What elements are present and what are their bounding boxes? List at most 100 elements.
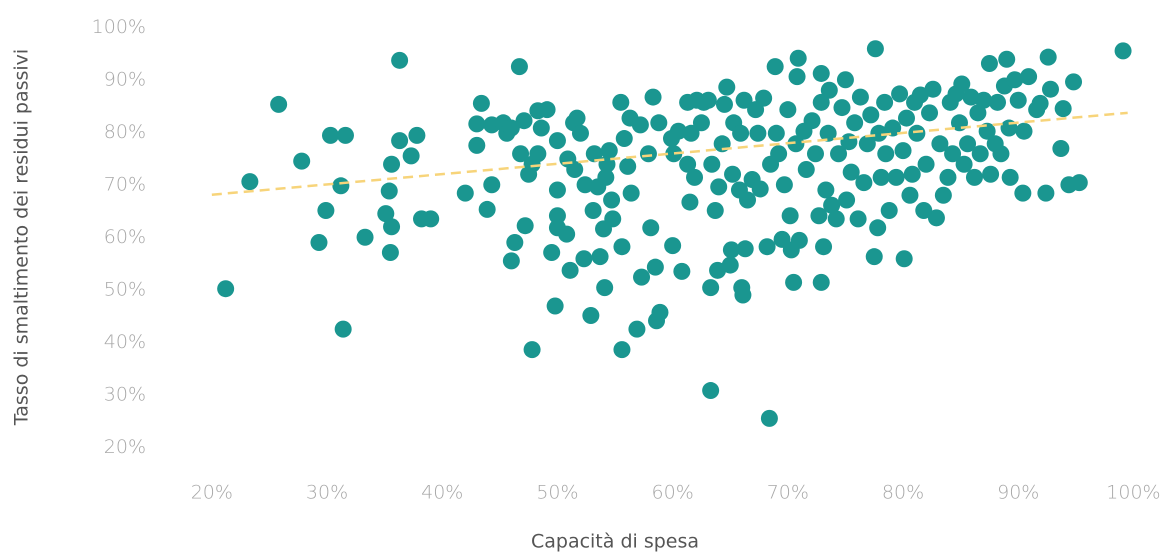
point [812, 64, 830, 82]
point [1052, 140, 1070, 158]
point [911, 86, 929, 104]
point [631, 116, 649, 134]
point [779, 101, 797, 119]
point [917, 155, 935, 173]
point [546, 297, 564, 315]
point [790, 231, 808, 249]
point [703, 155, 721, 173]
point [529, 145, 547, 163]
point [901, 186, 919, 204]
point [622, 184, 640, 202]
point [650, 114, 668, 132]
point [971, 145, 989, 163]
point [840, 133, 858, 151]
point [767, 124, 785, 142]
point [787, 135, 805, 153]
point [710, 178, 728, 196]
point [566, 161, 584, 179]
point [515, 112, 533, 130]
point [548, 181, 566, 199]
point [613, 341, 631, 359]
point [523, 341, 541, 359]
point [812, 273, 830, 291]
point [803, 112, 821, 130]
point [615, 130, 633, 148]
point [865, 248, 883, 266]
x-tick-label: 70% [767, 482, 809, 504]
point [959, 135, 977, 153]
point [561, 261, 579, 279]
y-tick-label: 20% [104, 436, 146, 458]
point [849, 210, 867, 228]
point [908, 124, 926, 142]
point [715, 95, 733, 113]
point [827, 210, 845, 228]
point [836, 71, 854, 89]
point [1037, 184, 1055, 202]
point [830, 145, 848, 163]
point [582, 306, 600, 324]
point [884, 119, 902, 137]
point [866, 40, 884, 58]
point [749, 124, 767, 142]
point [872, 168, 890, 186]
point [681, 193, 699, 211]
point [377, 205, 395, 223]
point [858, 135, 876, 153]
point [1031, 94, 1049, 112]
x-tick-label: 100% [1106, 482, 1160, 504]
point [944, 145, 962, 163]
point [870, 124, 888, 142]
point [1015, 122, 1033, 140]
point [903, 165, 921, 183]
point [812, 93, 830, 111]
point [380, 182, 398, 200]
point [310, 234, 328, 251]
y-tick-label: 40% [104, 331, 146, 353]
point [939, 168, 957, 186]
point [931, 135, 949, 153]
point [1006, 71, 1024, 89]
point [702, 382, 720, 400]
point [781, 207, 799, 225]
point [846, 114, 864, 132]
point [548, 207, 566, 225]
point [817, 181, 835, 199]
point [895, 250, 913, 268]
point [1065, 73, 1083, 91]
point [356, 228, 374, 246]
trend-line [211, 111, 1128, 196]
point [862, 106, 880, 124]
point [510, 58, 528, 76]
point [921, 104, 939, 122]
point [334, 320, 352, 338]
point [869, 219, 887, 237]
point [584, 201, 602, 219]
y-tick-label: 90% [104, 68, 146, 90]
point [1020, 68, 1038, 86]
point [381, 243, 399, 261]
point [673, 262, 691, 280]
point [810, 207, 828, 225]
point [512, 145, 530, 163]
point [604, 210, 622, 228]
y-tick-label: 30% [104, 383, 146, 405]
point [639, 145, 657, 163]
point [1014, 184, 1032, 202]
point [965, 168, 983, 186]
point [478, 200, 496, 218]
point [679, 155, 697, 173]
point [628, 320, 646, 338]
point [838, 191, 856, 209]
point [751, 180, 769, 198]
point [721, 256, 739, 274]
point [548, 132, 566, 150]
point [699, 91, 717, 109]
y-tick-label: 50% [104, 278, 146, 300]
point [758, 238, 776, 256]
y-tick-label: 80% [104, 121, 146, 143]
point [706, 201, 724, 219]
point [516, 217, 534, 235]
point [597, 168, 615, 186]
point [613, 238, 631, 256]
